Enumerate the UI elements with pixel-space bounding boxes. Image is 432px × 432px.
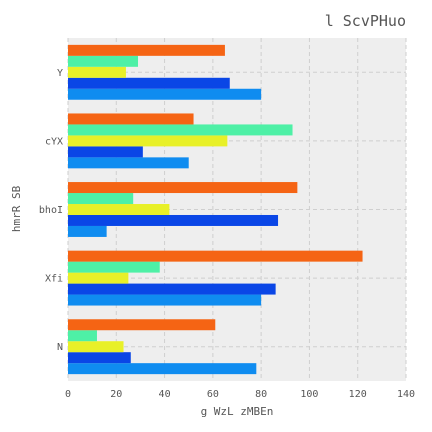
x-tick-label: 20	[110, 389, 122, 400]
bar[interactable]	[68, 44, 225, 56]
bar[interactable]	[68, 214, 279, 226]
y-tick-label: Xfi	[45, 274, 63, 285]
bar[interactable]	[68, 261, 160, 273]
bar[interactable]	[68, 204, 170, 215]
bar[interactable]	[68, 225, 107, 237]
bar[interactable]	[68, 283, 276, 295]
bars-layer	[68, 44, 363, 375]
bar[interactable]	[68, 88, 262, 100]
bar[interactable]	[68, 294, 262, 306]
y-tick-label: Y	[57, 68, 63, 79]
bar[interactable]	[68, 124, 293, 136]
x-tick-label: 40	[159, 389, 171, 400]
bar[interactable]	[68, 250, 363, 262]
bar[interactable]	[68, 319, 216, 331]
x-tick-label: 0	[65, 389, 71, 400]
bar[interactable]	[68, 272, 129, 284]
x-tick-label: 60	[207, 389, 219, 400]
bar[interactable]	[68, 55, 139, 67]
bar[interactable]	[68, 341, 124, 353]
bar[interactable]	[68, 66, 126, 78]
x-tick-label: 80	[255, 389, 267, 400]
bar[interactable]	[68, 146, 143, 158]
x-tick-label: 120	[349, 389, 367, 400]
bar[interactable]	[68, 193, 134, 205]
ticks-layer: 0 20 40 60 80 100 120 140 N Xfi bhoI cYX Y	[39, 68, 415, 400]
bar[interactable]	[68, 363, 257, 375]
bar[interactable]	[68, 135, 228, 147]
y-tick-label: cYX	[45, 136, 63, 147]
x-tick-label: 100	[300, 389, 318, 400]
bar[interactable]	[68, 113, 194, 125]
bar[interactable]	[68, 330, 97, 342]
bar[interactable]	[68, 352, 131, 364]
y-axis-label: hmrR SB	[10, 185, 23, 232]
x-tick-label: 140	[397, 389, 415, 400]
bar[interactable]	[68, 182, 298, 194]
chart-title: l ScvPHuo	[325, 12, 406, 30]
y-tick-label: bhoI	[39, 205, 63, 216]
bar[interactable]	[68, 77, 230, 89]
y-tick-label: N	[57, 342, 63, 353]
x-axis-label: g WzL zMBEn	[201, 405, 274, 418]
bar[interactable]	[68, 157, 189, 169]
